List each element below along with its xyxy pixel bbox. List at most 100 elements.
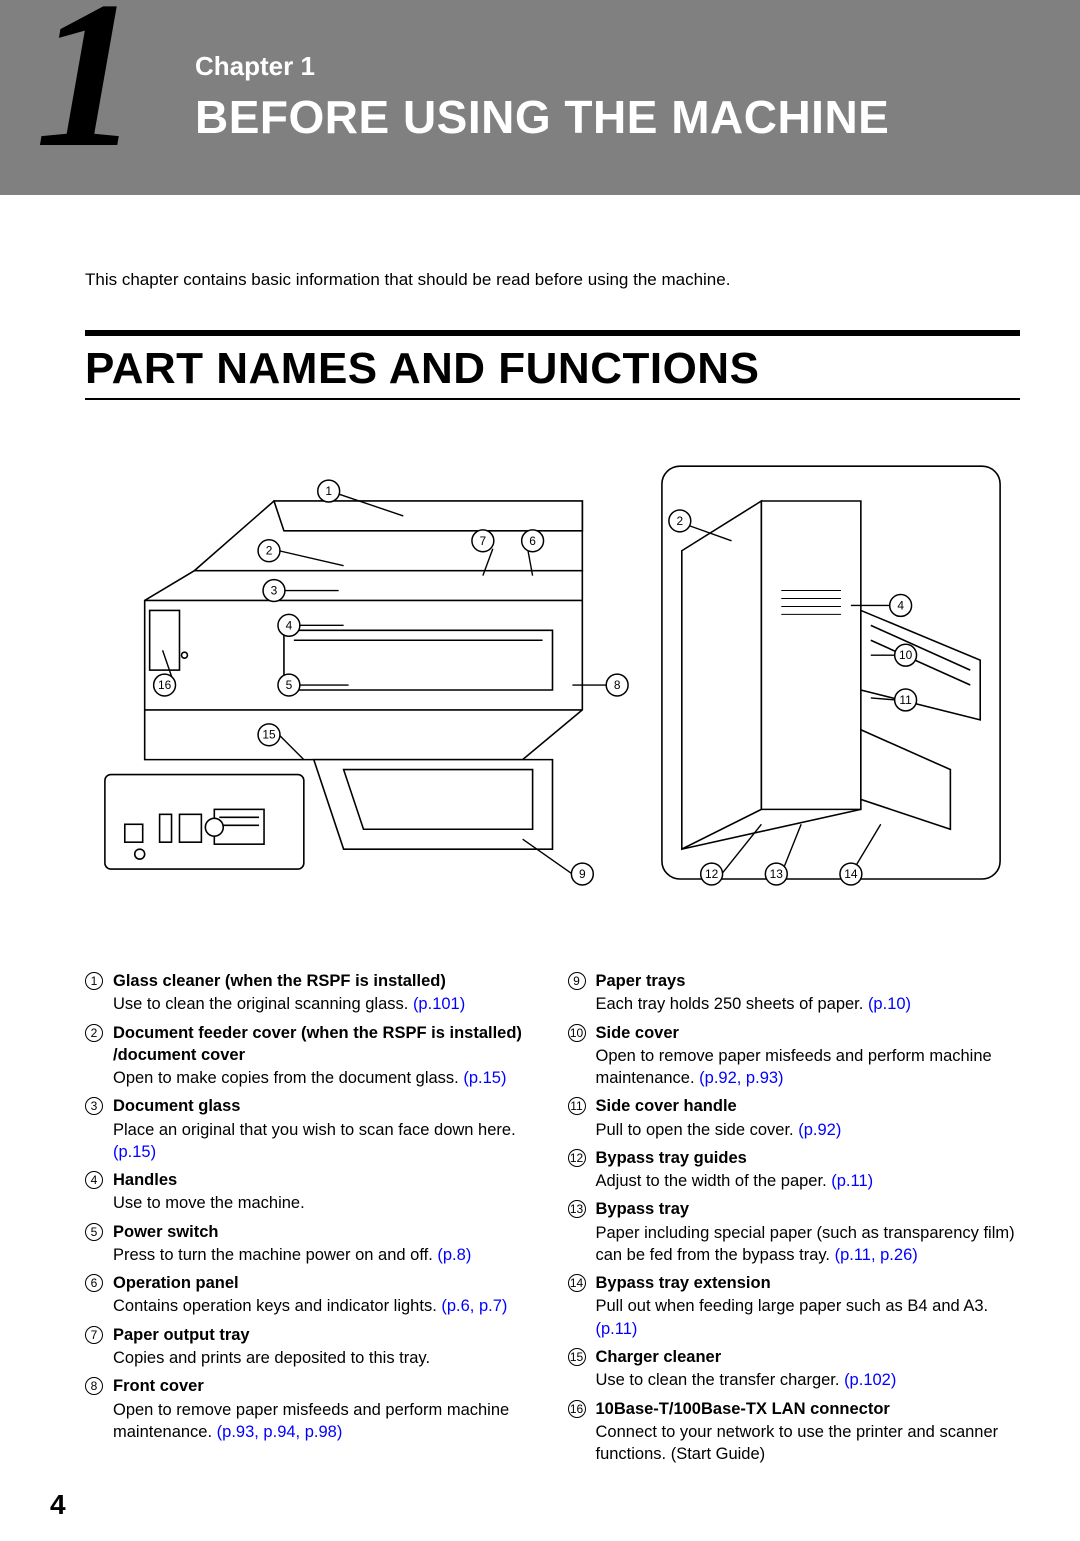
svg-text:4: 4 xyxy=(897,598,904,612)
list-item: 15Charger cleanerUse to clean the transf… xyxy=(568,1346,1021,1392)
item-number: 11 xyxy=(568,1095,596,1141)
item-title: Front cover xyxy=(113,1375,538,1397)
item-body: Charger cleanerUse to clean the transfer… xyxy=(596,1346,1021,1392)
item-body: Side cover handlePull to open the side c… xyxy=(596,1095,1021,1141)
item-desc: Copies and prints are deposited to this … xyxy=(113,1347,538,1369)
item-desc: Place an original that you wish to scan … xyxy=(113,1119,538,1164)
item-body: Paper output trayCopies and prints are d… xyxy=(113,1324,538,1370)
diagram-svg: 1234576891516 241011121314 xyxy=(85,430,1020,950)
list-item: 2Document feeder cover (when the RSPF is… xyxy=(85,1022,538,1090)
item-body: Document feeder cover (when the RSPF is … xyxy=(113,1022,538,1090)
page-ref-link[interactable]: (p.15) xyxy=(463,1069,506,1087)
svg-text:12: 12 xyxy=(705,867,719,881)
svg-text:5: 5 xyxy=(286,678,293,692)
callout-circle: 4 xyxy=(890,595,912,617)
callout-circle: 14 xyxy=(840,863,862,885)
section-title: PART NAMES AND FUNCTIONS xyxy=(85,330,1020,400)
callout-circle: 13 xyxy=(765,863,787,885)
item-title: Handles xyxy=(113,1169,538,1191)
svg-text:3: 3 xyxy=(271,584,278,598)
svg-text:9: 9 xyxy=(579,867,586,881)
item-title: Side cover xyxy=(596,1022,1021,1044)
item-number: 5 xyxy=(85,1221,113,1267)
item-body: Bypass tray extensionPull out when feedi… xyxy=(596,1272,1021,1340)
list-item: 13Bypass trayPaper including special pap… xyxy=(568,1198,1021,1266)
item-title: Power switch xyxy=(113,1221,538,1243)
svg-text:1: 1 xyxy=(325,484,332,498)
callout-circle: 8 xyxy=(606,674,628,696)
list-item: 4HandlesUse to move the machine. xyxy=(85,1169,538,1215)
page-ref-link[interactable]: (p.8) xyxy=(437,1246,471,1264)
item-desc: Paper including special paper (such as t… xyxy=(596,1222,1021,1267)
list-item: 6Operation panelContains operation keys … xyxy=(85,1272,538,1318)
item-title: Bypass tray xyxy=(596,1198,1021,1220)
item-body: Bypass tray guidesAdjust to the width of… xyxy=(596,1147,1021,1193)
page-ref-link[interactable]: (p.6, p.7) xyxy=(441,1297,507,1315)
page-ref-link[interactable]: (p.101) xyxy=(413,995,465,1013)
page-ref-link[interactable]: (p.102) xyxy=(844,1371,896,1389)
list-item: 5Power switchPress to turn the machine p… xyxy=(85,1221,538,1267)
svg-text:11: 11 xyxy=(899,693,912,707)
callout-circle: 6 xyxy=(522,530,544,552)
page-ref-link[interactable]: (p.11) xyxy=(831,1172,873,1190)
page-ref-link[interactable]: (p.92) xyxy=(798,1121,841,1139)
item-number: 13 xyxy=(568,1198,596,1266)
item-title: Bypass tray extension xyxy=(596,1272,1021,1294)
item-number: 2 xyxy=(85,1022,113,1090)
item-number: 16 xyxy=(568,1398,596,1466)
svg-text:13: 13 xyxy=(770,867,784,881)
svg-text:14: 14 xyxy=(844,867,858,881)
item-number: 10 xyxy=(568,1022,596,1090)
item-body: Front coverOpen to remove paper misfeeds… xyxy=(113,1375,538,1443)
item-desc: Open to remove paper misfeeds and perfor… xyxy=(596,1045,1021,1090)
item-desc: Use to move the machine. xyxy=(113,1192,538,1214)
item-desc: Open to remove paper misfeeds and perfor… xyxy=(113,1399,538,1444)
list-item: 1Glass cleaner (when the RSPF is install… xyxy=(85,970,538,1016)
item-number: 6 xyxy=(85,1272,113,1318)
chapter-header: 1 Chapter 1 BEFORE USING THE MACHINE xyxy=(0,0,1080,195)
callout-circle: 1 xyxy=(318,480,340,502)
page-ref-link[interactable]: (p.15) xyxy=(113,1143,156,1161)
item-number: 8 xyxy=(85,1375,113,1443)
list-item: 14Bypass tray extensionPull out when fee… xyxy=(568,1272,1021,1340)
item-body: HandlesUse to move the machine. xyxy=(113,1169,538,1215)
item-number: 7 xyxy=(85,1324,113,1370)
list-item: 11Side cover handlePull to open the side… xyxy=(568,1095,1021,1141)
item-title: Document feeder cover (when the RSPF is … xyxy=(113,1022,538,1067)
chapter-number: 1 xyxy=(35,0,140,180)
page-number: 4 xyxy=(50,1489,1020,1521)
svg-text:2: 2 xyxy=(266,544,273,558)
item-number: 4 xyxy=(85,1169,113,1215)
item-title: Paper trays xyxy=(596,970,1021,992)
callout-circle: 2 xyxy=(258,540,280,562)
item-desc: Each tray holds 250 sheets of paper. (p.… xyxy=(596,993,1021,1015)
page-ref-link[interactable]: (p.92, p.93) xyxy=(699,1069,783,1087)
item-body: Operation panelContains operation keys a… xyxy=(113,1272,538,1318)
list-item: 10Side coverOpen to remove paper misfeed… xyxy=(568,1022,1021,1090)
item-desc: Pull to open the side cover. (p.92) xyxy=(596,1119,1021,1141)
callout-circle: 3 xyxy=(263,580,285,602)
item-body: Power switchPress to turn the machine po… xyxy=(113,1221,538,1267)
item-desc: Use to clean the original scanning glass… xyxy=(113,993,538,1015)
svg-text:10: 10 xyxy=(899,648,913,662)
chapter-title: BEFORE USING THE MACHINE xyxy=(195,90,889,144)
svg-text:7: 7 xyxy=(480,534,487,548)
item-body: Bypass trayPaper including special paper… xyxy=(596,1198,1021,1266)
page-ref-link[interactable]: (p.10) xyxy=(868,995,911,1013)
svg-text:15: 15 xyxy=(262,728,276,742)
page-ref-link[interactable]: (p.11, p.26) xyxy=(835,1246,918,1264)
header-text: Chapter 1 BEFORE USING THE MACHINE xyxy=(195,51,889,144)
page-ref-link[interactable]: (p.11) xyxy=(596,1320,638,1338)
page-ref-link[interactable]: (p.93, p.94, p.98) xyxy=(217,1423,343,1441)
list-item: 3Document glassPlace an original that yo… xyxy=(85,1095,538,1163)
item-body: Glass cleaner (when the RSPF is installe… xyxy=(113,970,538,1016)
item-title: Glass cleaner (when the RSPF is installe… xyxy=(113,970,538,992)
callout-circle: 9 xyxy=(571,863,593,885)
callout-circle: 15 xyxy=(258,724,280,746)
item-number: 9 xyxy=(568,970,596,1016)
item-title: Side cover handle xyxy=(596,1095,1021,1117)
item-title: Paper output tray xyxy=(113,1324,538,1346)
item-body: Paper traysEach tray holds 250 sheets of… xyxy=(596,970,1021,1016)
item-title: 10Base-T/100Base-TX LAN connector xyxy=(596,1398,1021,1420)
item-body: Document glassPlace an original that you… xyxy=(113,1095,538,1163)
